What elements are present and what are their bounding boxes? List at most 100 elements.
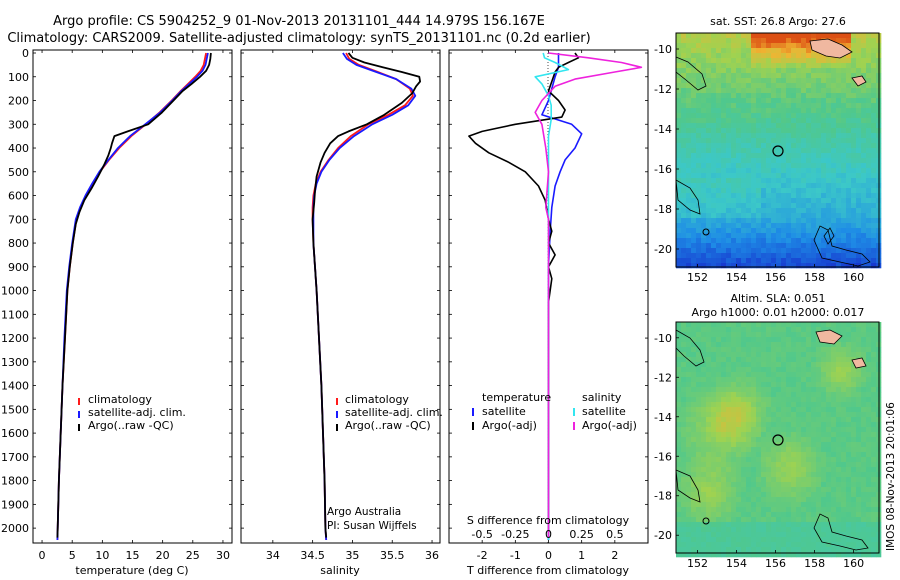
- map-cell: [676, 322, 682, 328]
- map-cell: [736, 63, 742, 69]
- secondary-marker: [702, 228, 710, 236]
- map-cell: [756, 183, 762, 189]
- map-cell: [821, 163, 827, 169]
- map-cell: [716, 472, 722, 478]
- map-cell: [791, 387, 797, 393]
- map-cell: [796, 452, 802, 458]
- map-cell: [756, 83, 762, 89]
- map-cell: [736, 527, 742, 533]
- map-cell: [871, 258, 877, 264]
- map-cell: [801, 213, 807, 219]
- map-cell: [676, 507, 682, 513]
- map-cell: [721, 537, 727, 543]
- map-cell: [831, 188, 837, 194]
- map-cell: [716, 347, 722, 353]
- map-cell: [836, 113, 842, 119]
- map-cell: [766, 83, 772, 89]
- map-cell: [821, 213, 827, 219]
- map-cell: [676, 347, 682, 353]
- map-cell: [816, 178, 822, 184]
- lat-tick-label: -14: [654, 123, 672, 136]
- map-cell: [766, 337, 772, 343]
- map-cell: [826, 527, 832, 533]
- map-cell: [771, 432, 777, 438]
- map-cell: [841, 228, 847, 234]
- map-cell: [766, 437, 772, 443]
- map-cell: [736, 552, 742, 558]
- map-cell: [856, 133, 862, 139]
- map-cell: [731, 507, 737, 513]
- map-cell: [791, 248, 797, 254]
- map-cell: [811, 527, 817, 533]
- map-cell: [701, 238, 707, 244]
- map-cell: [866, 342, 872, 348]
- map-cell: [831, 362, 837, 368]
- map-cell: [696, 447, 702, 453]
- map-cell: [676, 332, 682, 338]
- map-cell: [846, 148, 852, 154]
- map-cell: [766, 442, 772, 448]
- map-cell: [711, 402, 717, 408]
- map-cell: [731, 138, 737, 144]
- map-cell: [746, 477, 752, 483]
- map-cell: [786, 158, 792, 164]
- map-cell: [751, 198, 757, 204]
- map-cell: [731, 88, 737, 94]
- map-cell: [711, 387, 717, 393]
- map-cell: [851, 228, 857, 234]
- map-cell: [766, 537, 772, 543]
- map-cell: [701, 168, 707, 174]
- map-cell: [786, 482, 792, 488]
- map-cell: [681, 263, 687, 269]
- map-cell: [846, 93, 852, 99]
- map-cell: [761, 193, 767, 199]
- map-cell: [756, 223, 762, 229]
- map-cell: [696, 78, 702, 84]
- map-cell: [681, 362, 687, 368]
- map-cell: [691, 412, 697, 418]
- map-cell: [731, 407, 737, 413]
- map-cell: [726, 133, 732, 139]
- map-cell: [856, 432, 862, 438]
- map-cell: [726, 347, 732, 353]
- map-cell: [746, 432, 752, 438]
- map-cell: [851, 118, 857, 124]
- map-cell: [751, 327, 757, 333]
- depth-tick-label: 500: [8, 166, 29, 179]
- map-cell: [676, 542, 682, 548]
- map-cell: [736, 143, 742, 149]
- temperature-xticks: 0 5 10 15 20 25 30: [39, 50, 230, 562]
- map-cell: [856, 108, 862, 114]
- map-cell: [771, 203, 777, 209]
- map-cell: [716, 532, 722, 538]
- map-cell: [851, 477, 857, 483]
- map-cell: [771, 387, 777, 393]
- map-cell: [731, 402, 737, 408]
- map-cell: [756, 138, 762, 144]
- map-cell: [836, 128, 842, 134]
- map-cell: [746, 327, 752, 333]
- map-cell: [676, 133, 682, 139]
- map-cell: [846, 88, 852, 94]
- map-cell: [861, 58, 867, 64]
- map-cell: [686, 442, 692, 448]
- map-cell: [851, 377, 857, 383]
- map-cell: [781, 512, 787, 518]
- map-cell: [786, 512, 792, 518]
- map-cell: [736, 372, 742, 378]
- map-cell: [821, 552, 827, 558]
- map-cell: [721, 337, 727, 343]
- map-cell: [791, 432, 797, 438]
- map-cell: [771, 188, 777, 194]
- map-cell: [791, 372, 797, 378]
- map-cell: [776, 138, 782, 144]
- map-cell: [711, 322, 717, 328]
- map-cell: [696, 238, 702, 244]
- map-cell: [766, 407, 772, 413]
- map-cell: [786, 417, 792, 423]
- map-cell: [716, 522, 722, 528]
- map-cell: [766, 198, 772, 204]
- map-cell: [686, 148, 692, 154]
- map-cell: [691, 193, 697, 199]
- map-cell: [806, 233, 812, 239]
